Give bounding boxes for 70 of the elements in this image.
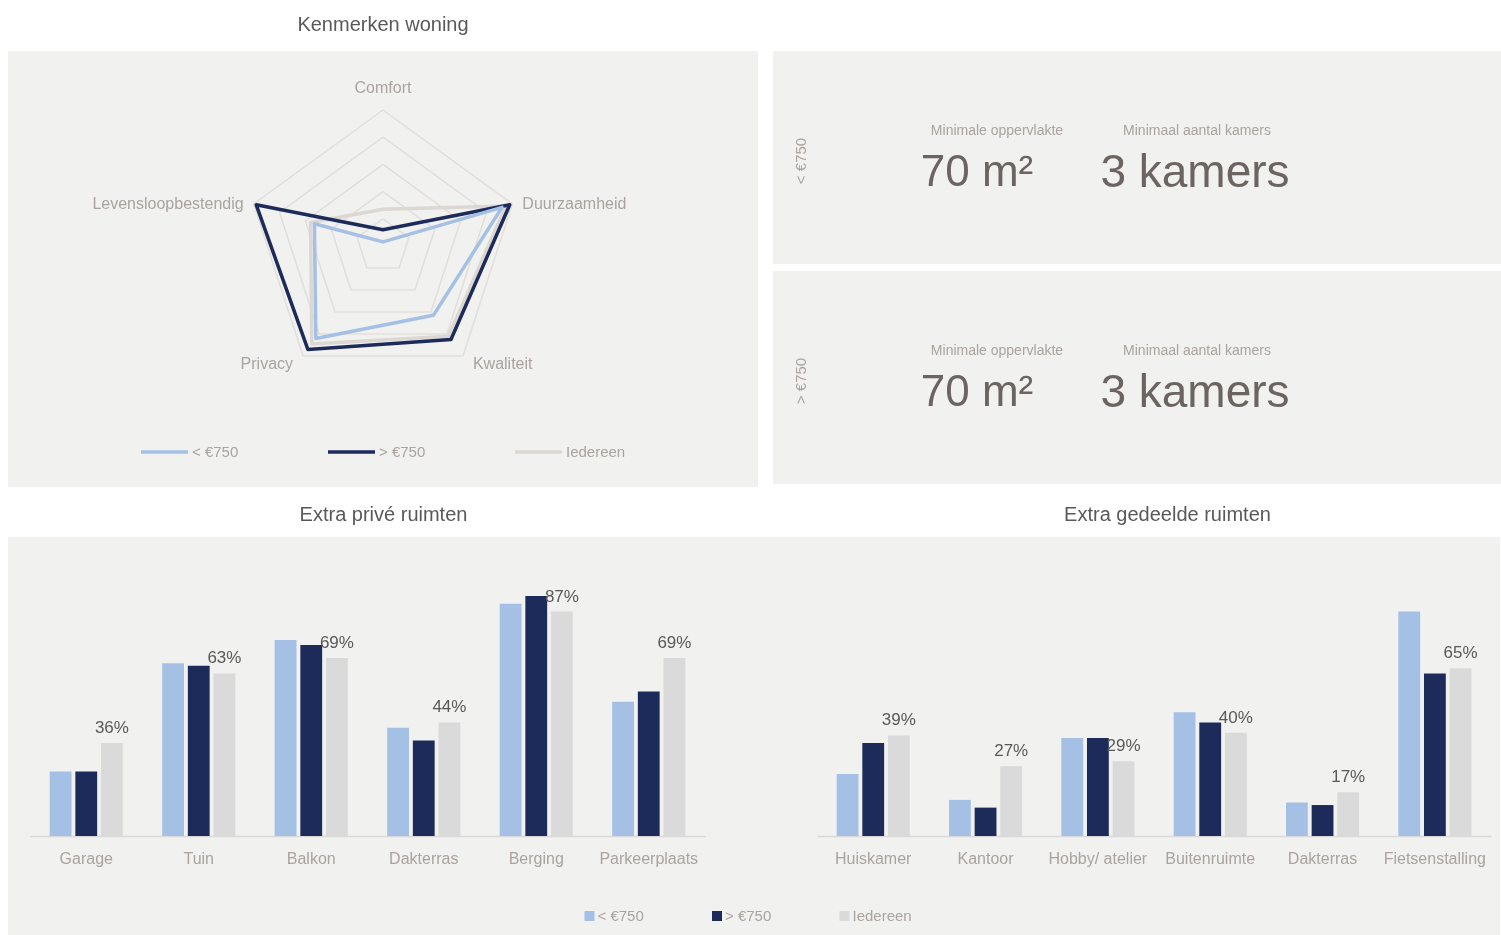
x-tick-label: Tuin: [183, 849, 215, 867]
x-tick-label: Fietsenstalling: [1383, 849, 1486, 867]
text: < €750: [792, 137, 809, 185]
data-label: 87%: [544, 586, 579, 606]
spoke-label: Levensloopbestendig: [92, 194, 244, 212]
legend-label: > €750: [725, 907, 772, 924]
x-tick-label: Hobby/ atelier: [1048, 849, 1148, 867]
data-label: 69%: [319, 632, 354, 652]
data-label: 39%: [881, 710, 916, 730]
x-tick-label: Dakterras: [1287, 849, 1358, 867]
bar: [274, 639, 297, 836]
bar: [49, 771, 72, 836]
data-label: 36%: [94, 718, 129, 738]
data-label: 17%: [1331, 767, 1366, 787]
bar: [948, 799, 971, 836]
spoke-label: Duurzaamheid: [522, 194, 627, 212]
bar: [187, 665, 210, 836]
legend-label: < €750: [597, 907, 644, 924]
text: Minimale oppervlakte: [930, 122, 1064, 138]
x-tick-label: Buitenruimte: [1165, 849, 1256, 867]
spoke-label: Privacy: [240, 355, 294, 373]
text: 3 kamers: [1100, 365, 1290, 417]
text: Minimaal aantal kamers: [1123, 342, 1271, 358]
legend-label: Iedereen: [566, 443, 626, 460]
data-label: 69%: [657, 632, 692, 652]
bar: [836, 774, 859, 836]
x-tick-label: Parkeerplaats: [599, 849, 699, 867]
chart-title: Extra gedeelde ruimten: [1064, 503, 1271, 525]
x-tick-label: Dakterras: [389, 849, 459, 867]
bar: [612, 701, 634, 836]
bar: [387, 727, 409, 836]
bar: [162, 663, 184, 836]
x-tick-label: Huiskamer: [834, 849, 913, 867]
bar: [300, 645, 323, 836]
data-label: 65%: [1443, 643, 1478, 663]
bar: [75, 771, 98, 836]
bar: [1086, 737, 1109, 836]
bar: [1311, 805, 1334, 836]
x-tick-label: Garage: [59, 849, 114, 867]
legend-label: Iedereen: [852, 907, 912, 924]
bar: [1173, 712, 1196, 836]
data-label: 40%: [1218, 707, 1253, 727]
text: 70 m²: [920, 366, 1034, 415]
text: 70 m²: [920, 146, 1034, 195]
bar: [1199, 722, 1222, 836]
spoke-label: Kwaliteit: [472, 355, 534, 373]
x-tick-label: Berging: [508, 849, 564, 867]
text: 3 kamers: [1100, 145, 1290, 197]
bar: [862, 743, 885, 836]
spoke-label: Comfort: [354, 79, 412, 96]
data-label: 44%: [432, 697, 467, 717]
bar: [637, 691, 660, 836]
data-label: 63%: [207, 648, 242, 668]
bar: [412, 740, 435, 836]
legend-label: < €750: [192, 443, 239, 460]
bar: [1423, 673, 1446, 836]
x-tick-label: Balkon: [286, 849, 336, 867]
text: Minimaal aantal kamers: [1123, 122, 1271, 138]
bar: [1398, 611, 1421, 836]
bar: [1061, 737, 1084, 836]
bar: [1285, 802, 1308, 836]
chart-title: Extra privé ruimten: [299, 503, 468, 525]
data-label: 27%: [994, 741, 1029, 761]
text: Minimale oppervlakte: [930, 342, 1064, 358]
chart-title: Kenmerken woning: [297, 13, 469, 35]
bar: [499, 603, 522, 836]
bar: [974, 807, 997, 836]
text: > €750: [792, 357, 809, 405]
legend-label: > €750: [379, 443, 426, 460]
x-tick-label: Kantoor: [957, 849, 1015, 867]
